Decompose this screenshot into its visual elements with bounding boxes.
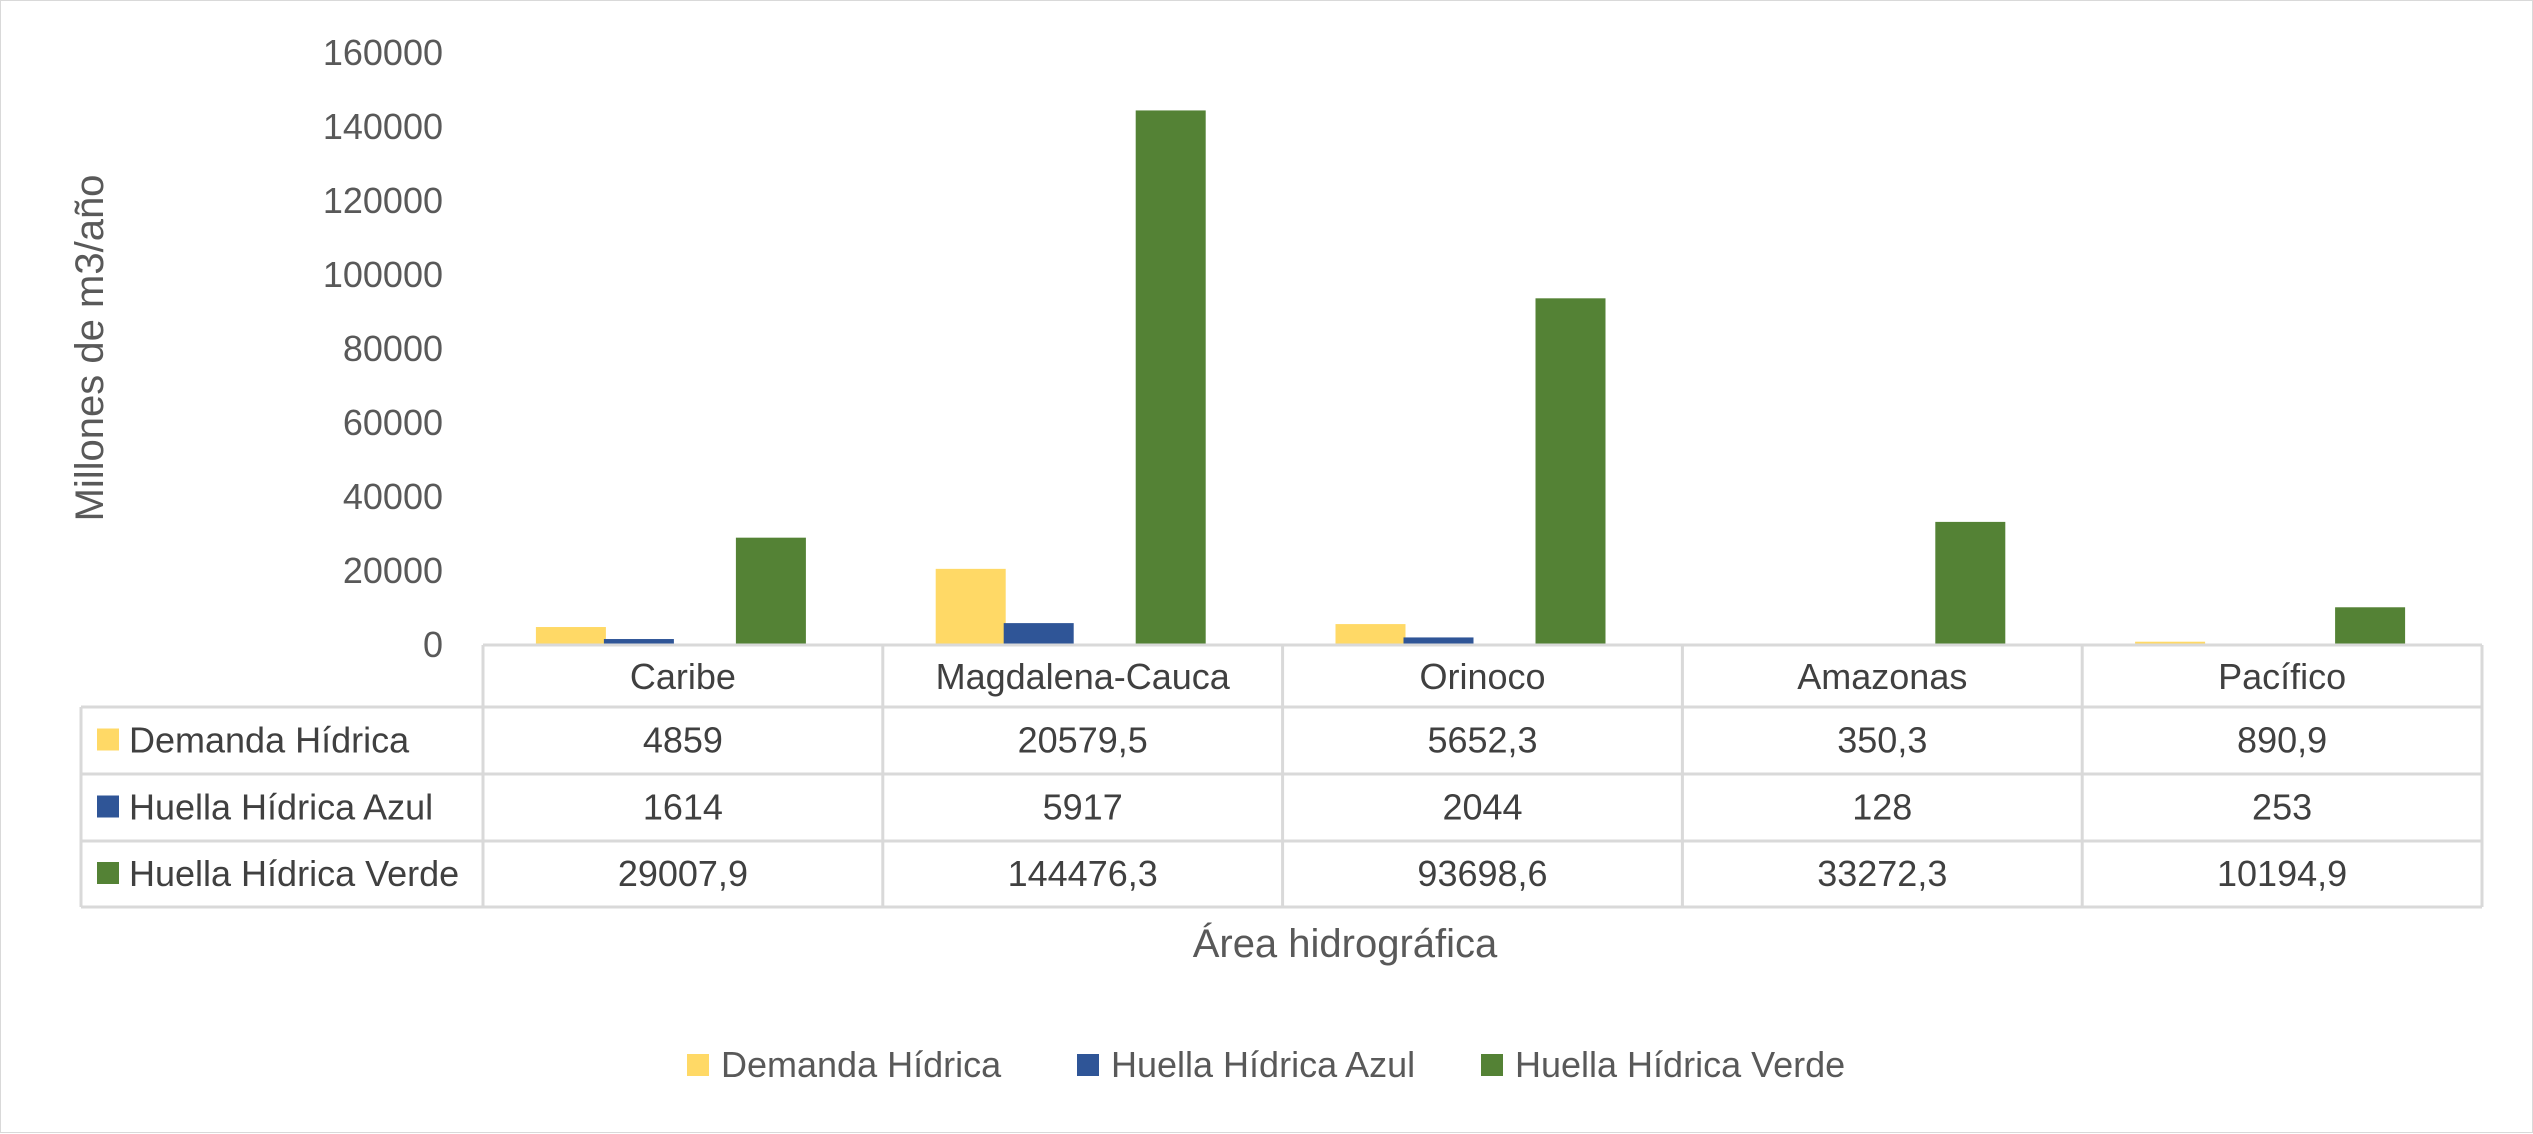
table-series-swatch xyxy=(97,862,119,884)
bar-huella-hídrica-verde-caribe xyxy=(736,538,806,645)
category-label: Orinoco xyxy=(1419,656,1545,697)
y-tick-label: 120000 xyxy=(323,180,443,221)
table-cell-value: 5917 xyxy=(1043,787,1123,828)
table-series-name: Demanda Hídrica xyxy=(129,720,410,761)
table-cell-value: 890,9 xyxy=(2237,720,2327,761)
table-cell-value: 5652,3 xyxy=(1427,720,1537,761)
y-tick-label: 140000 xyxy=(323,106,443,147)
y-tick-label: 20000 xyxy=(343,550,443,591)
data-table: Caribe Magdalena-Cauca Orinoco Amazonas Pací… xyxy=(81,645,2482,907)
bar-huella-hídrica-verde-orinoco xyxy=(1536,298,1606,645)
table-cell-value: 10194,9 xyxy=(2217,853,2347,894)
bar-demanda-hídrica-orinoco xyxy=(1336,624,1406,645)
table-series-swatch xyxy=(97,729,119,751)
table-cell-value: 144476,3 xyxy=(1008,853,1158,894)
table-cell-value: 93698,6 xyxy=(1417,853,1547,894)
table-series-swatch xyxy=(97,796,119,818)
legend-swatch xyxy=(1077,1054,1099,1076)
table-cell-value: 350,3 xyxy=(1837,720,1927,761)
x-axis-title: Área hidrográfica xyxy=(1193,921,1498,966)
table-cell-value: 4859 xyxy=(643,720,723,761)
legend-swatch xyxy=(1481,1054,1503,1076)
y-tick-label: 80000 xyxy=(343,328,443,369)
category-label: Caribe xyxy=(630,656,736,697)
table-cell-value: 2044 xyxy=(1442,787,1522,828)
y-tick-label: 100000 xyxy=(323,254,443,295)
bar-huella-hídrica-verde-magdalena-cauca xyxy=(1136,110,1206,645)
legend-label: Huella Hídrica Verde xyxy=(1515,1044,1845,1085)
table-cell-value: 29007,9 xyxy=(618,853,748,894)
bars xyxy=(536,110,2405,645)
table-series-name: Huella Hídrica Verde xyxy=(129,853,459,894)
table-cell-value: 33272,3 xyxy=(1817,853,1947,894)
table-series-name: Huella Hídrica Azul xyxy=(129,787,433,828)
category-label: Amazonas xyxy=(1797,656,1967,697)
legend-swatch xyxy=(687,1054,709,1076)
table-cell-value: 20579,5 xyxy=(1018,720,1148,761)
bar-huella-hídrica-azul-magdalena-cauca xyxy=(1004,623,1074,645)
legend-label: Demanda Hídrica xyxy=(721,1044,1002,1085)
bar-demanda-hídrica-caribe xyxy=(536,627,606,645)
category-label: Pacífico xyxy=(2218,656,2346,697)
y-axis-title: Millones de m3/año xyxy=(68,175,112,522)
table-cell-value: 128 xyxy=(1852,787,1912,828)
legend: Demanda Hídrica Huella Hídrica Azul Huella… xyxy=(687,1044,1845,1085)
table-cell-value: 253 xyxy=(2252,787,2312,828)
bar-demanda-hídrica-magdalena-cauca xyxy=(936,569,1006,645)
bar-huella-hídrica-verde-pacífico xyxy=(2335,607,2405,645)
y-axis-ticks: 0 20000 40000 60000 80000 100000 120000 140000 1… xyxy=(323,32,443,665)
legend-label: Huella Hídrica Azul xyxy=(1111,1044,1415,1085)
table-cell-value: 1614 xyxy=(643,787,723,828)
category-label: Magdalena-Cauca xyxy=(936,656,1231,697)
y-tick-label: 160000 xyxy=(323,32,443,73)
y-tick-label: 0 xyxy=(423,624,443,665)
bar-huella-hídrica-verde-amazonas xyxy=(1935,522,2005,645)
y-tick-label: 40000 xyxy=(343,476,443,517)
y-tick-label: 60000 xyxy=(343,402,443,443)
